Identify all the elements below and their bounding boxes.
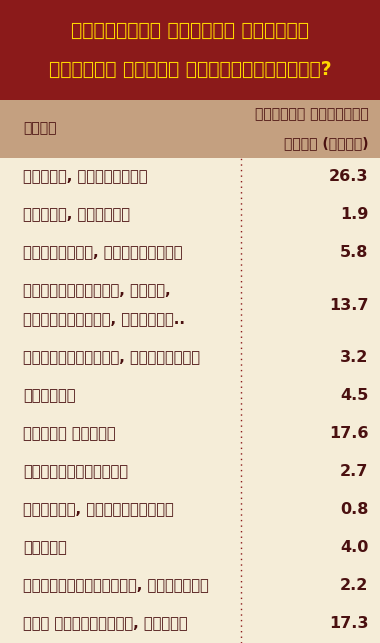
Text: దుస్తులు, పాదరక్షలు: దుస్తులు, పాదరక్షలు <box>23 245 182 260</box>
Text: 17.6: 17.6 <box>329 426 369 441</box>
Text: 17.3: 17.3 <box>329 617 369 631</box>
Text: వాటా (శాతం): వాటా (శాతం) <box>284 136 369 150</box>
Text: 26.3: 26.3 <box>329 169 369 184</box>
Bar <box>0 605 380 643</box>
Text: మద్యం, పొగాకు: మద్యం, పొగాకు <box>23 207 130 222</box>
Bar <box>0 453 380 491</box>
Bar <box>0 0 380 100</box>
Text: 2.7: 2.7 <box>340 464 369 479</box>
Bar <box>0 158 380 195</box>
Text: 4.0: 4.0 <box>340 540 369 556</box>
Bar <box>0 272 380 338</box>
Text: అంశం: అంశం <box>23 122 56 136</box>
Bar <box>0 415 380 453</box>
Text: 3.2: 3.2 <box>340 350 369 365</box>
Text: కమ్యూనికేషన్: కమ్యూనికేషన్ <box>23 464 128 479</box>
Bar <box>0 100 380 158</box>
Text: గృహోపకరణాలు, ఫర్నీచర్: గృహోపకరణాలు, ఫర్నీచర్ <box>23 350 200 365</box>
Text: మొత్తం ఖర్చులో: మొత్తం ఖర్చులో <box>255 107 369 122</box>
Text: 5.8: 5.8 <box>340 245 369 260</box>
Text: 0.8: 0.8 <box>340 502 369 517</box>
Text: వైద్యం: వైద్యం <box>23 388 75 403</box>
Bar <box>0 195 380 233</box>
Text: 2.2: 2.2 <box>340 579 369 593</box>
Bar <box>0 491 380 529</box>
Text: 13.7: 13.7 <box>329 298 369 312</box>
Text: మనదేశంలో ప్రజలు దేనిపై: మనదేశంలో ప్రజలు దేనిపై <box>71 21 309 40</box>
Text: విద్య: విద్య <box>23 540 66 556</box>
Text: రవాణా సేవలు: రవాణా సేవలు <box>23 426 116 441</box>
Bar <box>0 338 380 376</box>
Text: రెస్టారెంట్లు, హోటళ్లు: రెస్టారెంట్లు, హోటళ్లు <box>23 579 209 593</box>
Bar <box>0 233 380 272</box>
Text: వినోదం, సాంస్కృతిక: వినోదం, సాంస్కృతిక <box>23 502 174 517</box>
Text: విద్యుత్తు, గ్యాస్..: విద్యుత్తు, గ్యాస్.. <box>23 312 185 327</box>
Text: 1.9: 1.9 <box>340 207 369 222</box>
Bar <box>0 567 380 605</box>
Text: ఇతర వస్తువులు, సేవలు: ఇతర వస్తువులు, సేవలు <box>23 617 187 631</box>
Text: గృహనిర్మాణం, నీరు,: గృహనిర్మాణం, నీరు, <box>23 284 170 298</box>
Text: 4.5: 4.5 <box>340 388 369 403</box>
Bar <box>0 529 380 567</box>
Text: ఆహారం, పానీయాలు: ఆహారం, పానీయాలు <box>23 169 147 184</box>
Text: ఎంతెంత ఖర్చు చేస్తున్నారు?: ఎంతెంత ఖర్చు చేస్తున్నారు? <box>49 60 331 78</box>
Bar <box>0 376 380 415</box>
